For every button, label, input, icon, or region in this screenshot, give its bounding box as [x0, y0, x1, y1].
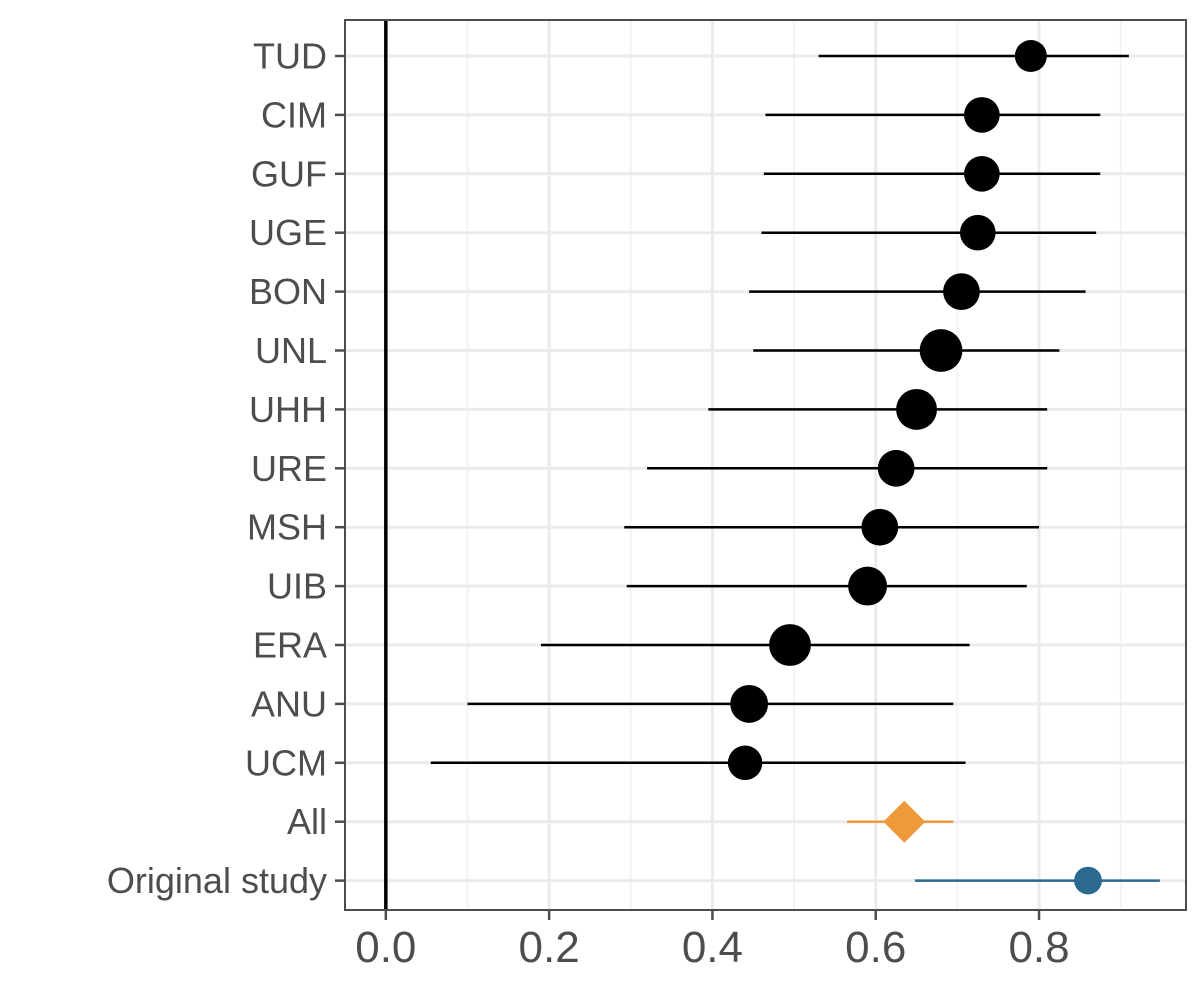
point-estimate [943, 273, 980, 310]
y-tick-label: UGE [249, 212, 327, 253]
y-tick-label: UNL [255, 330, 327, 371]
point-estimate [1074, 866, 1102, 895]
x-tick-label: 0.2 [519, 923, 580, 972]
y-tick-label: MSH [247, 507, 327, 548]
point-estimate [896, 388, 937, 430]
point-estimate [730, 684, 769, 723]
y-tick-label: UIB [267, 566, 327, 607]
point-estimate [1014, 40, 1047, 72]
x-tick-label: 0.0 [355, 923, 416, 972]
point-estimate-diamond [883, 800, 926, 843]
y-tick-label: All [287, 801, 327, 842]
point-estimate [727, 745, 763, 781]
y-tick-label: TUD [253, 36, 327, 77]
point-estimate [919, 329, 963, 372]
x-tick-label: 0.8 [1008, 923, 1069, 972]
x-tick-label: 0.6 [845, 923, 906, 972]
point-estimate [964, 155, 1000, 192]
point-estimate [959, 214, 996, 251]
y-tick-label: UCM [245, 742, 327, 783]
point-estimate [861, 508, 899, 546]
point-estimate [964, 97, 1000, 133]
plot-panel [345, 20, 1186, 910]
panel-border [344, 19, 1187, 911]
point-estimate [769, 624, 811, 666]
y-tick-label: ANU [251, 683, 327, 724]
point-estimate [877, 449, 915, 487]
y-tick-label: ERA [253, 625, 327, 666]
y-tick-label: CIM [261, 94, 327, 135]
point-estimate [848, 566, 888, 606]
y-tick-label: URE [251, 448, 327, 489]
x-tick-label: 0.4 [682, 923, 743, 972]
y-tick-label: BON [249, 271, 327, 312]
y-tick-label: Original study [107, 860, 327, 901]
y-tick-label: GUF [251, 153, 327, 194]
y-tick-label: UHH [249, 389, 327, 430]
